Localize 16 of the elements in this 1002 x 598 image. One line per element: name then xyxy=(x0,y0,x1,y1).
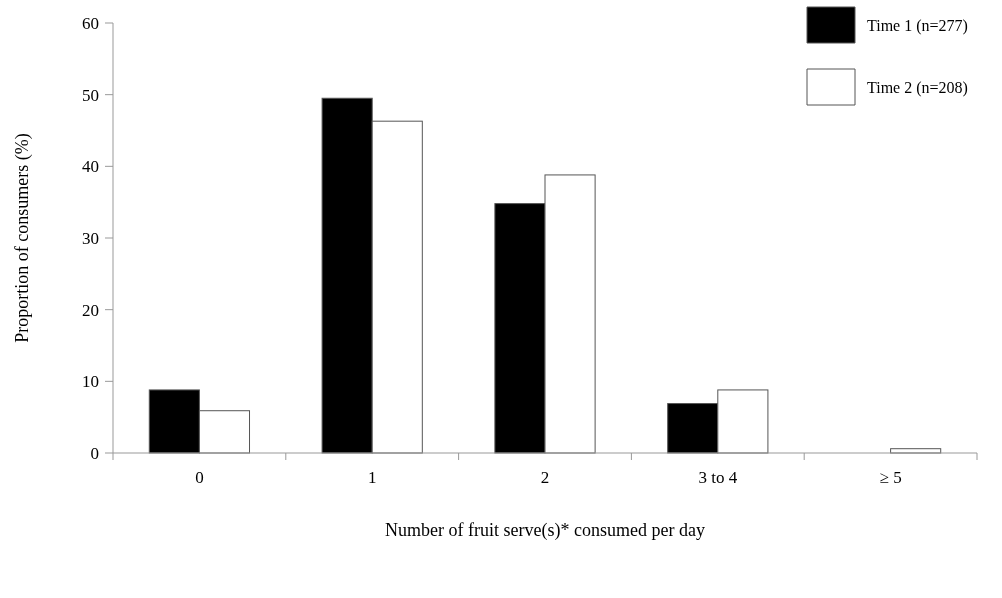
x-tick-label: 1 xyxy=(367,468,377,487)
x-tick-label: 3 to 4 xyxy=(698,468,738,487)
x-tick-label: 2 xyxy=(540,468,550,487)
legend-label: Time 1 (n=277) xyxy=(867,16,968,35)
y-tick-label: 60 xyxy=(82,13,99,33)
y-tick-label: 10 xyxy=(82,372,99,392)
y-tick-label: 20 xyxy=(82,300,99,320)
x-tick-label: ≥ 5 xyxy=(879,468,902,487)
y-tick-label: 30 xyxy=(82,228,99,248)
x-tick-label: 0 xyxy=(195,468,204,487)
y-tick-label: 40 xyxy=(82,157,99,177)
y-tick-label: 50 xyxy=(82,85,99,105)
legend-label: Time 2 (n=208) xyxy=(867,78,968,97)
x-axis-title: Number of fruit serve(s)* consumed per day xyxy=(385,520,705,541)
y-axis-title: Proportion of consumers (%) xyxy=(12,133,33,343)
y-tick-label: 0 xyxy=(90,443,99,463)
